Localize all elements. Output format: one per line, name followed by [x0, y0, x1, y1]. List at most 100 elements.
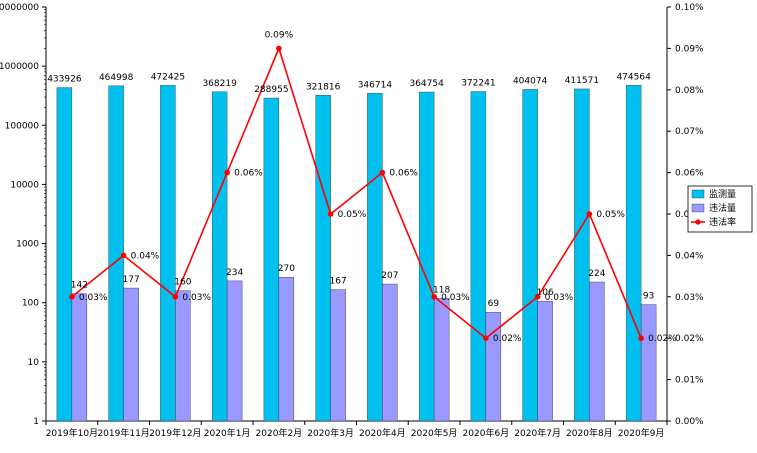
- rate-label: 0.09%: [265, 30, 294, 40]
- x-tick-label: 2019年11月: [97, 427, 149, 439]
- bar-monitoring-label: 372241: [461, 79, 495, 89]
- y-right-tick-label: 0.06%: [675, 169, 704, 179]
- x-tick-label: 2019年10月: [46, 427, 98, 439]
- y-right-tick-label: 0.08%: [675, 86, 704, 96]
- bar-violations: [589, 281, 605, 422]
- x-tick-label: 2020年5月: [411, 427, 458, 439]
- bar-monitoring: [315, 95, 331, 422]
- rate-label: 0.02%: [648, 334, 677, 344]
- x-tick-label: 2020年3月: [307, 427, 354, 439]
- y-left-tick-label: 100: [22, 299, 39, 309]
- bar-monitoring-label: 433926: [47, 75, 82, 85]
- rate-label: 0.06%: [389, 169, 418, 179]
- bar-violations: [226, 280, 243, 422]
- x-tick-label: 2020年6月: [463, 427, 510, 439]
- bar-monitoring: [625, 85, 642, 422]
- bar-violations: [433, 298, 450, 422]
- bar-violations: [640, 304, 657, 422]
- y-left-tick-label: 10000: [10, 180, 39, 190]
- x-tick-label: 2020年7月: [514, 427, 561, 439]
- x-tick-label: 2020年9月: [618, 427, 665, 439]
- bar-violations: [537, 301, 553, 422]
- rate-polyline: [71, 46, 642, 340]
- rate-point: [534, 294, 541, 300]
- bar-violations: [175, 290, 191, 422]
- bar-monitoring-label: 474564: [616, 72, 651, 82]
- y-left-tick-label: 10: [28, 358, 40, 368]
- bar-monitoring-label: 364754: [409, 79, 444, 89]
- bar-violations: [278, 277, 295, 422]
- legend-label: 监测量: [709, 188, 736, 200]
- bar-monitoring-label: 321816: [306, 82, 341, 92]
- rate-point: [69, 294, 75, 300]
- y-left-tick-label: 1: [33, 417, 39, 427]
- rate-point: [483, 335, 489, 342]
- bar-monitoring: [108, 85, 124, 422]
- legend-label: 违法率: [709, 216, 736, 228]
- bar-monitoring: [574, 88, 590, 422]
- rate-label: 0.03%: [441, 293, 470, 303]
- bar-violations-label: 167: [330, 277, 347, 287]
- bar-violations: [485, 312, 502, 422]
- x-tick-label: 2020年1月: [204, 427, 251, 439]
- bar-violations-label: 234: [226, 268, 243, 278]
- legend-label: 违法量: [709, 202, 736, 214]
- bar-violations-label: 177: [123, 275, 140, 285]
- bar-violations: [71, 293, 88, 422]
- y-right-tick-label: 0.10%: [675, 3, 704, 13]
- rate-point: [172, 294, 179, 300]
- x-tick-label: 2020年2月: [256, 427, 303, 439]
- rate-label: 0.03%: [79, 293, 108, 303]
- bar-violations-label: 69: [488, 299, 500, 309]
- bar-violations-label: 270: [278, 264, 295, 274]
- bar-monitoring-label: 404074: [513, 76, 548, 86]
- bar-violations: [330, 289, 346, 422]
- y-right-tick-label: 0.01%: [675, 376, 704, 386]
- rate-point: [431, 294, 437, 300]
- rate-point: [586, 211, 593, 217]
- y-left-tick-label: 1000: [16, 240, 39, 250]
- rate-label: 0.05%: [338, 210, 367, 220]
- bar-monitoring: [160, 85, 176, 422]
- bar-violations-label: 142: [71, 281, 88, 291]
- rate-line: [69, 45, 644, 342]
- bar-monitoring-label: 346714: [358, 80, 393, 90]
- legend-swatch: [691, 189, 705, 199]
- bar-monitoring-label: 472425: [151, 72, 185, 82]
- rate-label: 0.03%: [545, 293, 574, 303]
- y-right-tick-label: 0.03%: [675, 293, 704, 303]
- bar-violations-label: 207: [381, 271, 398, 281]
- legend-line-marker: [695, 219, 701, 225]
- x-tick-label: 2019年12月: [149, 427, 201, 439]
- bar-monitoring-label: 288955: [254, 85, 288, 95]
- bar-monitoring-label: 464998: [99, 73, 134, 83]
- rate-label: 0.03%: [182, 293, 211, 303]
- legend-swatch: [691, 203, 705, 213]
- bar-monitoring-label: 368219: [202, 79, 237, 89]
- bar-violations-label: 93: [643, 292, 654, 302]
- rate-point: [379, 169, 386, 176]
- bar-monitoring: [367, 93, 383, 422]
- x-tick-label: 2020年4月: [359, 427, 406, 439]
- rate-label: 0.05%: [596, 210, 625, 220]
- bar-violations: [382, 283, 398, 422]
- y-right-tick-label: 0.04%: [675, 251, 704, 261]
- x-tick-label: 2020年8月: [566, 427, 613, 439]
- bar-monitoring: [56, 87, 73, 422]
- bar-monitoring-label: 411571: [565, 76, 599, 86]
- bar-violations-label: 224: [588, 269, 605, 279]
- rate-point: [276, 45, 282, 52]
- rate-label: 0.04%: [131, 251, 160, 261]
- bar-monitoring: [211, 91, 228, 422]
- bar-monitoring: [470, 91, 487, 422]
- bar-violations-label: 160: [174, 278, 191, 288]
- rate-label: 0.02%: [493, 334, 522, 344]
- bar-monitoring: [522, 89, 538, 422]
- y-right-tick-label: 0.07%: [675, 127, 704, 137]
- y-left-tick-label: 1000000: [0, 62, 39, 72]
- rate-point: [327, 211, 334, 217]
